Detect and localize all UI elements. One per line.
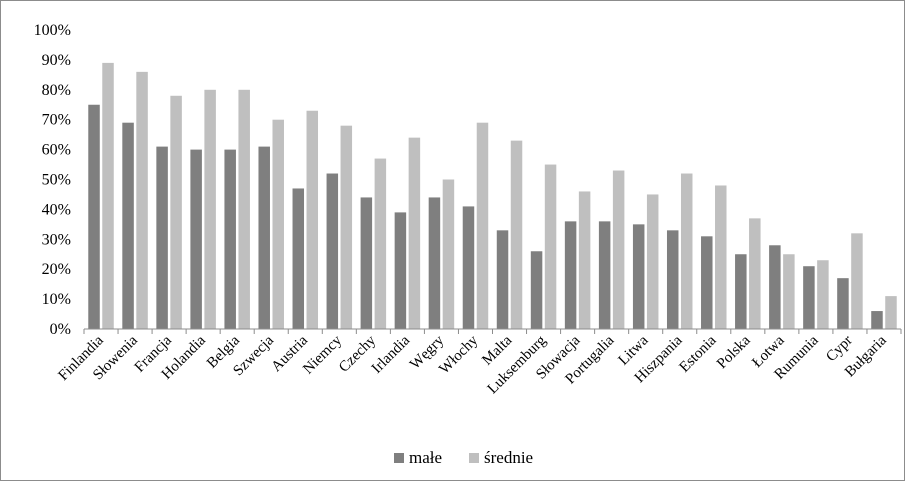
y-axis-tick-labels: 0% 10% 20% 30% 40% 50% 60% 70% 80% 90% 100% [34,22,71,338]
bar-male [496,230,509,329]
bar-srednie [374,158,387,329]
y-tick-label: 10% [42,291,71,308]
bar-srednie [646,194,659,329]
bar-srednie [102,62,114,329]
bar-srednie [408,137,421,329]
bar-male [360,197,373,329]
bar-male [326,173,339,329]
y-tick-label: 40% [42,201,71,218]
legend-swatch [394,453,404,463]
category-label: Niemcy [300,332,345,377]
bar-male [735,254,747,329]
x-axis-ticks [83,329,902,334]
legend: małe średnie [394,448,533,467]
bar-srednie [136,71,148,330]
bar-srednie [783,254,795,329]
bar-male [88,104,100,329]
category-label: Estonia [676,332,719,375]
legend-swatch [469,453,479,463]
bar-male [803,266,815,329]
y-tick-label: 30% [42,231,71,248]
bar-male [701,236,713,329]
bar-srednie [749,218,761,329]
bar-srednie [612,170,625,329]
bar-srednie [476,122,489,329]
bar-srednie [306,110,319,329]
bar-srednie [885,296,897,329]
legend-label: małe [409,448,442,467]
bar-male [837,278,849,329]
category-label: Włochy [436,332,481,377]
bar-srednie [578,191,591,329]
y-tick-label: 20% [42,261,71,278]
bar-srednie [442,179,455,329]
bar-srednie [340,125,353,330]
y-tick-label: 0% [50,321,71,338]
bar-male [598,221,611,329]
y-tick-label: 80% [42,82,71,99]
bar-srednie [238,89,250,329]
bar-male [292,188,305,329]
bar-srednie [715,185,727,329]
bar-male [462,206,475,329]
y-tick-label: 90% [42,52,71,69]
category-labels: FinlandiaSłoweniaFrancjaHolandiaBelgiaSz… [55,332,890,397]
bar-male [666,230,679,329]
bar-male [530,251,543,329]
bar-srednie [817,260,829,329]
y-tick-label: 50% [42,172,71,189]
bar-male [871,311,883,329]
bar-male [258,146,270,329]
bar-male [428,197,441,329]
legend-label: średnie [484,448,533,467]
bar-srednie [204,89,216,329]
category-label: Polska [714,332,754,372]
bar-srednie [510,140,523,329]
bar-male [156,146,168,329]
bar-male [224,149,236,329]
bar-srednie [544,164,557,329]
bar-male [122,122,134,329]
y-tick-label: 100% [34,22,71,39]
category-label: Irlandia [369,332,414,377]
bar-male [769,245,781,329]
bar-male [632,224,645,329]
bars [88,62,897,330]
bar-male [564,221,577,329]
bar-srednie [272,119,284,329]
bar-srednie [680,173,693,329]
bar-srednie [170,95,182,329]
bar-male [190,149,202,329]
y-tick-label: 60% [42,142,71,159]
y-tick-label: 70% [42,112,71,129]
bar-male [394,212,407,329]
bar-srednie [851,233,863,329]
